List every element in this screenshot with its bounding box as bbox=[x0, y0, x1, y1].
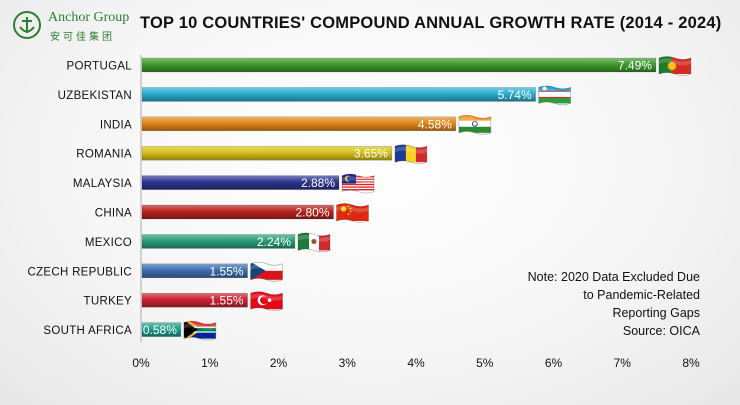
x-tick-label: 4% bbox=[407, 356, 425, 370]
category-label: CZECH REPUBLIC bbox=[27, 266, 132, 278]
x-tick-label: 6% bbox=[545, 356, 563, 370]
data-label: 3.65% bbox=[354, 147, 388, 161]
bar bbox=[141, 116, 457, 132]
x-tick-label: 1% bbox=[201, 356, 219, 370]
malaysia-flag-icon bbox=[341, 173, 375, 194]
note-line: Note: 2020 Data Excluded Due bbox=[527, 270, 700, 284]
data-label: 4.58% bbox=[418, 117, 452, 131]
bar bbox=[141, 263, 248, 279]
category-label: UZBEKISTAN bbox=[58, 90, 132, 102]
chart-note: Note: 2020 Data Excluded Due to Pandemic… bbox=[528, 268, 700, 340]
bar bbox=[141, 204, 334, 220]
bar bbox=[141, 57, 657, 73]
china-flag-icon bbox=[336, 203, 369, 223]
category-label: MALAYSIA bbox=[73, 178, 132, 190]
mexico-flag-icon bbox=[297, 232, 331, 253]
bar bbox=[141, 292, 248, 308]
data-label: 5.74% bbox=[498, 88, 532, 102]
bar bbox=[141, 87, 536, 102]
india-flag-icon bbox=[458, 115, 492, 135]
south-africa-flag-icon bbox=[183, 320, 217, 341]
data-label: 1.55% bbox=[210, 264, 244, 278]
category-label: INDIA bbox=[100, 119, 132, 131]
note-line: Reporting Gaps bbox=[612, 306, 700, 320]
bar bbox=[141, 145, 393, 161]
x-tick-label: 3% bbox=[339, 356, 357, 370]
data-label: 2.24% bbox=[257, 235, 291, 249]
portugal-flag-icon bbox=[658, 56, 692, 76]
data-label: 2.80% bbox=[295, 206, 329, 220]
company-logo: Anchor Group 安可佳集团 bbox=[8, 6, 138, 44]
data-label: 1.55% bbox=[210, 294, 244, 308]
czech-republic-flag-icon bbox=[250, 262, 283, 282]
category-label: PORTUGAL bbox=[67, 61, 133, 73]
turkey-flag-icon bbox=[250, 291, 283, 311]
category-label: MEXICO bbox=[85, 237, 132, 249]
uzbekistan-flag-icon bbox=[538, 85, 571, 106]
anchor-logo-icon bbox=[13, 11, 41, 39]
data-label: 2.88% bbox=[301, 176, 335, 190]
logo-name: Anchor Group bbox=[48, 10, 130, 25]
bar bbox=[141, 322, 182, 337]
category-label: TURKEY bbox=[84, 296, 132, 308]
x-tick-label: 5% bbox=[476, 356, 494, 370]
x-tick-label: 0% bbox=[132, 356, 150, 370]
bar bbox=[141, 175, 340, 190]
data-label: 7.49% bbox=[618, 59, 652, 73]
data-label: 0.58% bbox=[143, 323, 177, 337]
logo-chinese-name: 安可佳集团 bbox=[50, 32, 115, 43]
x-tick-label: 8% bbox=[682, 356, 700, 370]
x-tick-label: 7% bbox=[614, 356, 632, 370]
note-line: to Pandemic-Related bbox=[583, 288, 700, 302]
category-label: SOUTH AFRICA bbox=[43, 325, 132, 337]
chart-title: TOP 10 COUNTRIES' COMPOUND ANNUAL GROWTH… bbox=[140, 14, 722, 32]
category-label: CHINA bbox=[95, 208, 132, 220]
note-source: Source: OICA bbox=[622, 324, 700, 338]
romania-flag-icon bbox=[394, 144, 428, 164]
x-tick-label: 2% bbox=[270, 356, 288, 370]
bar bbox=[141, 234, 296, 249]
category-label: ROMANIA bbox=[76, 149, 132, 161]
